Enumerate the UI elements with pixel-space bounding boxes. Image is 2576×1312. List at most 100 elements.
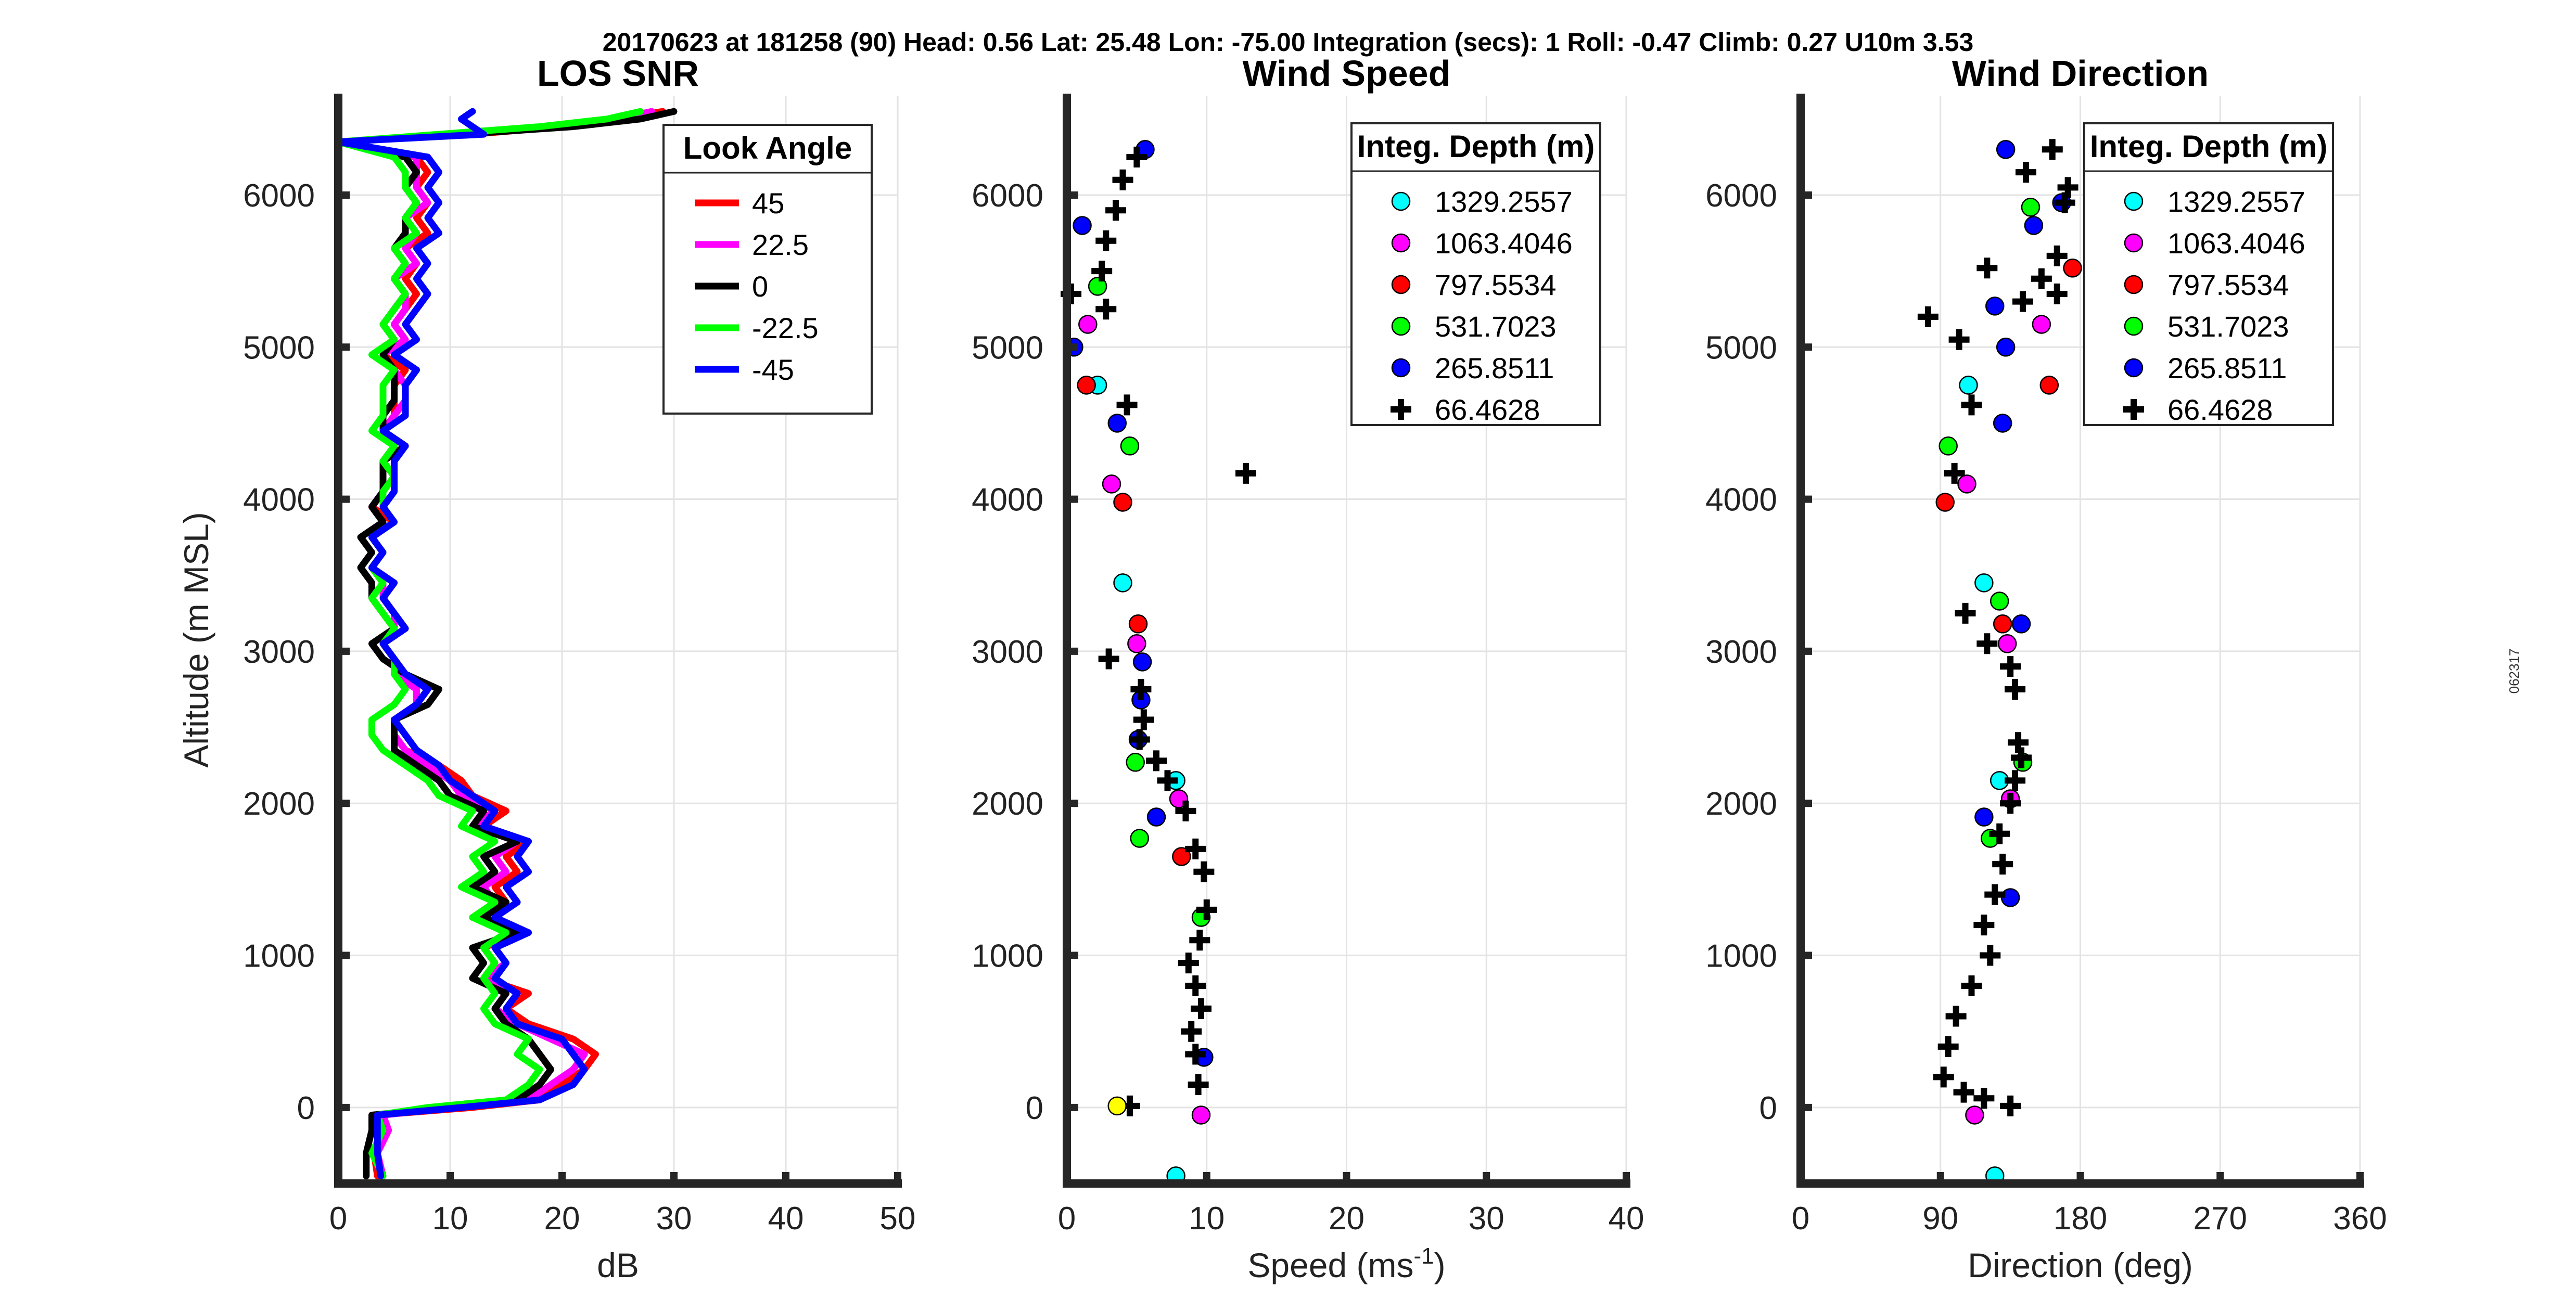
data-point-plus [2005, 770, 2025, 791]
x-tick-label: 30 [656, 1201, 692, 1237]
legend-label: 1063.4046 [1435, 227, 1573, 260]
data-point [1127, 753, 1144, 771]
legend-swatch-dot [1392, 234, 1410, 252]
data-point-plus [2000, 1096, 2021, 1116]
data-point [1078, 376, 1095, 394]
y-tick-label: 2000 [1705, 786, 1777, 822]
x-tick-label: 0 [1058, 1201, 1076, 1237]
data-point-plus [2042, 139, 2063, 160]
data-point-plus [1193, 861, 1214, 882]
x-tick-label: 0 [1792, 1201, 1809, 1237]
data-point [1986, 297, 2004, 315]
legend-swatch-dot [2125, 359, 2143, 377]
x-axis-label: Direction (deg) [1968, 1246, 2193, 1284]
data-point [2041, 376, 2058, 394]
data-point-plus [2047, 284, 2068, 304]
legend: Look Angle 45 22.5 0 -22.5 -45 [664, 125, 872, 414]
data-point [2033, 315, 2050, 333]
panel-title: Wind Speed [1243, 53, 1451, 94]
x-tick-label: 20 [1329, 1201, 1364, 1237]
snr-panel: 0 10 20 30 40 50 0 1000 2000 3000 4000 5000 6000 LOS … [177, 53, 915, 1284]
data-point [1975, 574, 1993, 591]
legend-label: 531.7023 [1435, 310, 1557, 343]
data-point-plus [2012, 291, 2033, 312]
data-point [1108, 1097, 1126, 1115]
date-stamp-text: 062317 [2506, 649, 2522, 694]
data-point-plus [2031, 268, 2052, 289]
data-point [1940, 437, 1957, 455]
data-point [1133, 653, 1151, 671]
legend-label: 66.4628 [1435, 393, 1540, 426]
legend-label: 45 [752, 187, 784, 220]
legend-label: 0 [752, 270, 768, 303]
y-tick-label: 2000 [243, 786, 315, 822]
figure-canvas: 0 10 20 30 40 500100020003000400050006000LOS … [0, 0, 2576, 1312]
legend-label: 797.5534 [2167, 268, 2289, 301]
y-tick-label: 1000 [1705, 938, 1777, 974]
y-tick-label: 3000 [1705, 634, 1777, 670]
data-point [1129, 615, 1147, 633]
x-tick-label: 10 [432, 1201, 468, 1237]
x-tick-label: 40 [1609, 1201, 1644, 1237]
legend-label: -45 [752, 353, 794, 386]
data-point [1128, 635, 1145, 652]
legend-title: Look Angle [683, 131, 852, 165]
data-point [1997, 140, 2014, 158]
x-axis-label: dB [597, 1246, 639, 1284]
y-tick-label: 0 [1026, 1090, 1043, 1126]
legend: Integ. Depth (m)1329.25571063.4046797.55… [2084, 123, 2333, 426]
legend-swatch-dot [2125, 276, 2143, 293]
data-point-plus [1117, 394, 1138, 415]
data-point-plus [1105, 200, 1126, 221]
data-point-plus [1961, 394, 1982, 415]
legend-swatch-dot [1392, 359, 1410, 377]
y-tick-label: 0 [1759, 1090, 1777, 1126]
data-point [2025, 216, 2043, 234]
legend-swatch-dot [2125, 234, 2143, 252]
data-point [1147, 808, 1165, 826]
legend: Integ. Depth (m)1329.25571063.4046797.55… [1351, 123, 1600, 426]
data-point [1192, 1106, 1210, 1124]
data-point [1994, 414, 2011, 432]
legend-swatch-dot [2125, 192, 2143, 210]
legend-swatch-dot [1392, 192, 1410, 210]
legend-label: -22.5 [752, 312, 819, 344]
data-point-plus [2000, 656, 2021, 677]
data-point [1131, 829, 1149, 847]
legend-title: Integ. Depth (m) [1357, 129, 1595, 164]
data-point-plus [1181, 1021, 1202, 1042]
data-point [1108, 414, 1126, 432]
data-point [1958, 475, 1976, 493]
legend-label: 66.4628 [2167, 393, 2273, 426]
x-tick-label: 30 [1469, 1201, 1504, 1237]
y-tick-label: 6000 [972, 178, 1043, 214]
wind-speed-panel: 0 10 20 30 400100020003000400050006000Wind S… [972, 53, 1644, 1284]
series-marks [1918, 139, 2082, 1185]
y-tick-label: 4000 [1705, 482, 1777, 518]
data-point-plus [1933, 1066, 1954, 1087]
data-point-plus [1133, 709, 1154, 730]
series-marks [338, 111, 674, 1176]
data-point-plus [1961, 975, 1982, 996]
panel-title: Wind Direction [1952, 53, 2209, 94]
x-tick-label: 0 [329, 1201, 347, 1237]
data-point [1960, 376, 1978, 394]
data-point [1114, 493, 1132, 511]
y-tick-label: 1000 [243, 938, 315, 974]
data-point-plus [1235, 463, 1256, 484]
x-axis-label-superscript: -1 [1414, 1243, 1434, 1269]
data-point-plus [1980, 945, 2000, 966]
data-point-plus [1973, 915, 1994, 935]
y-tick-label: 1000 [972, 938, 1043, 974]
x-tick-label: 50 [880, 1201, 916, 1237]
data-point-plus [1191, 998, 1212, 1019]
y-tick-label: 4000 [972, 482, 1043, 518]
x-tick-label: 270 [2194, 1201, 2247, 1237]
wind-direction-panel: 0 90 180 270 360 0 1000 2000 3000 4000 5000 6000 Win… [1705, 53, 2387, 1284]
data-point-plus [1954, 1082, 1974, 1103]
data-point [2064, 259, 2082, 277]
data-point [1991, 592, 2008, 610]
y-tick-label: 0 [297, 1090, 315, 1126]
x-tick-label: 180 [2054, 1201, 2107, 1237]
y-tick-label: 6000 [243, 178, 315, 214]
